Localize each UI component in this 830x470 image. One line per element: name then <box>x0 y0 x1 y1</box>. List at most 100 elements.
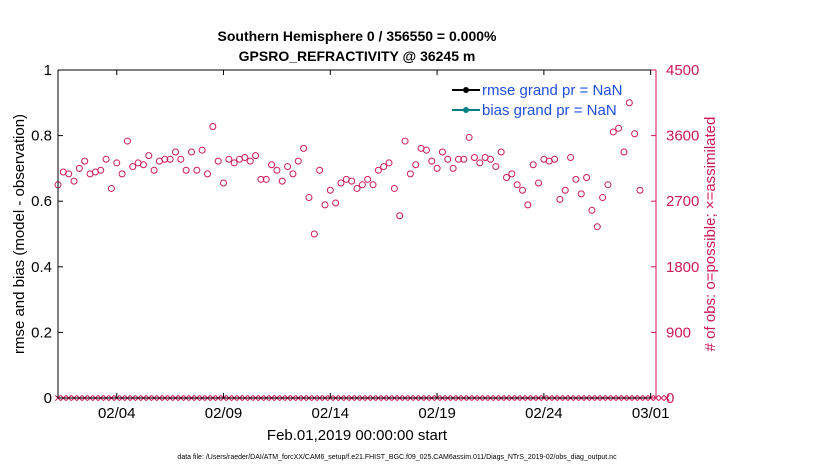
y-tick-label: 0.2 <box>31 324 52 341</box>
possible-obs-point <box>321 201 329 209</box>
possible-obs-point <box>332 199 340 207</box>
y2-tick-label: 4500 <box>666 62 699 79</box>
possible-obs-point <box>75 164 83 172</box>
possible-obs-point <box>300 144 308 152</box>
possible-obs-point <box>497 148 505 156</box>
x-tick-label: 02/04 <box>98 405 136 422</box>
possible-obs-point <box>284 163 292 171</box>
possible-obs-point <box>187 148 195 156</box>
legend-rmse-label: rmse grand pr = NaN <box>482 82 622 99</box>
possible-obs-point <box>102 155 110 163</box>
possible-obs-point <box>65 170 73 178</box>
possible-obs-point <box>524 201 532 209</box>
possible-obs-point <box>561 186 569 194</box>
possible-obs-point <box>369 181 377 189</box>
y2-tick-label: 2700 <box>666 193 699 210</box>
possible-obs-point <box>161 155 169 163</box>
possible-obs-point <box>70 177 78 185</box>
y2-tick-label: 0 <box>666 390 674 407</box>
possible-obs-point <box>396 212 404 220</box>
possible-obs-point <box>551 155 559 163</box>
possible-obs-point <box>209 122 217 130</box>
possible-obs-point <box>139 161 147 169</box>
possible-obs-point <box>567 153 575 161</box>
possible-obs-point <box>428 157 436 165</box>
assimilated-obs-point <box>658 395 665 401</box>
possible-obs-point <box>289 170 297 178</box>
possible-obs-point <box>615 124 623 132</box>
possible-obs-point <box>246 157 254 165</box>
possible-obs-point <box>519 186 527 194</box>
possible-obs-point <box>257 175 265 183</box>
possible-obs-point <box>476 159 484 167</box>
possible-obs-point <box>118 170 126 178</box>
y-axis-ticks: 0 0.2 0.4 0.6 0.8 1 <box>31 62 63 407</box>
x-axis-ticks: 02/04 02/09 02/14 02/19 02/24 03/01 <box>98 70 669 422</box>
y-tick-label: 0 <box>44 390 52 407</box>
x-tick-label: 02/24 <box>525 405 563 422</box>
possible-obs-point <box>204 170 211 178</box>
possible-obs-point <box>470 153 478 161</box>
possible-obs-point <box>348 177 356 185</box>
plot-area <box>58 70 656 398</box>
possible-obs-point <box>225 155 233 163</box>
possible-obs-point <box>273 166 281 174</box>
possible-obs-point <box>123 137 131 145</box>
possible-obs-point <box>198 146 206 154</box>
possible-obs-point <box>406 170 414 178</box>
y-tick-label: 0.4 <box>31 259 52 276</box>
possible-obs-point <box>577 190 585 198</box>
x-axis-label: Feb.01,2019 00:00:00 start <box>267 427 448 444</box>
possible-obs-point <box>129 163 137 171</box>
possible-obs-point <box>310 230 318 238</box>
possible-obs-point <box>150 166 158 174</box>
legend: rmse grand pr = NaN bias grand pr = NaN <box>452 82 622 119</box>
legend-bias-label: bias grand pr = NaN <box>482 102 617 119</box>
x-tick-label: 02/09 <box>205 405 243 422</box>
possible-obs-point <box>572 175 580 183</box>
possible-obs-point <box>230 159 238 167</box>
y2-tick-label: 900 <box>666 324 691 341</box>
possible-obs-point <box>182 166 190 174</box>
possible-obs-point <box>599 194 607 202</box>
possible-obs-point <box>454 155 462 163</box>
y-tick-label: 1 <box>44 62 52 79</box>
possible-obs-point <box>241 153 249 161</box>
chart-title: Southern Hemisphere 0 / 356550 = 0.000% <box>218 28 498 44</box>
y-tick-label: 0.6 <box>31 193 52 210</box>
possible-obs-point <box>422 146 430 154</box>
possible-obs-point <box>252 152 260 160</box>
possible-obs-point <box>433 164 441 172</box>
possible-obs-point <box>535 179 543 187</box>
possible-obs-point <box>583 174 591 182</box>
chart-subtitle: GPSRO_REFRACTIVITY @ 36245 m <box>239 48 476 64</box>
possible-obs-point <box>316 166 324 174</box>
footnote: data file: /Users/raeder/DAI/ATM_forcXX/… <box>177 454 617 461</box>
y-axis-label: rmse and bias (model - observation) <box>11 114 28 354</box>
legend-bias-marker <box>463 107 469 113</box>
possible-obs-point <box>412 161 420 169</box>
possible-obs-point <box>631 130 639 138</box>
possible-obs-point <box>604 181 612 189</box>
possible-obs-point <box>593 223 601 231</box>
possible-obs-point <box>465 133 473 141</box>
possible-obs-point <box>380 163 388 171</box>
possible-obs-point <box>444 155 452 163</box>
possible-obs-point <box>636 186 644 194</box>
x-tick-label: 02/14 <box>312 405 350 422</box>
possible-obs-point <box>401 137 409 145</box>
possible-obs-point <box>529 161 537 169</box>
possible-obs-point <box>268 161 276 169</box>
possible-obs-point <box>556 195 564 203</box>
assimilated-obs-point <box>663 395 670 401</box>
possible-obs-point <box>449 164 457 172</box>
possible-obs-point <box>337 179 345 187</box>
possible-obs-point <box>620 148 628 156</box>
y2-axis-ticks: 0 900 1800 2700 3600 4500 <box>651 62 699 407</box>
possible-obs-point <box>374 166 382 174</box>
possible-obs-point <box>588 206 596 214</box>
possible-obs-point <box>503 174 510 182</box>
possible-obs-point <box>171 148 179 156</box>
y2-tick-label: 3600 <box>666 128 699 145</box>
